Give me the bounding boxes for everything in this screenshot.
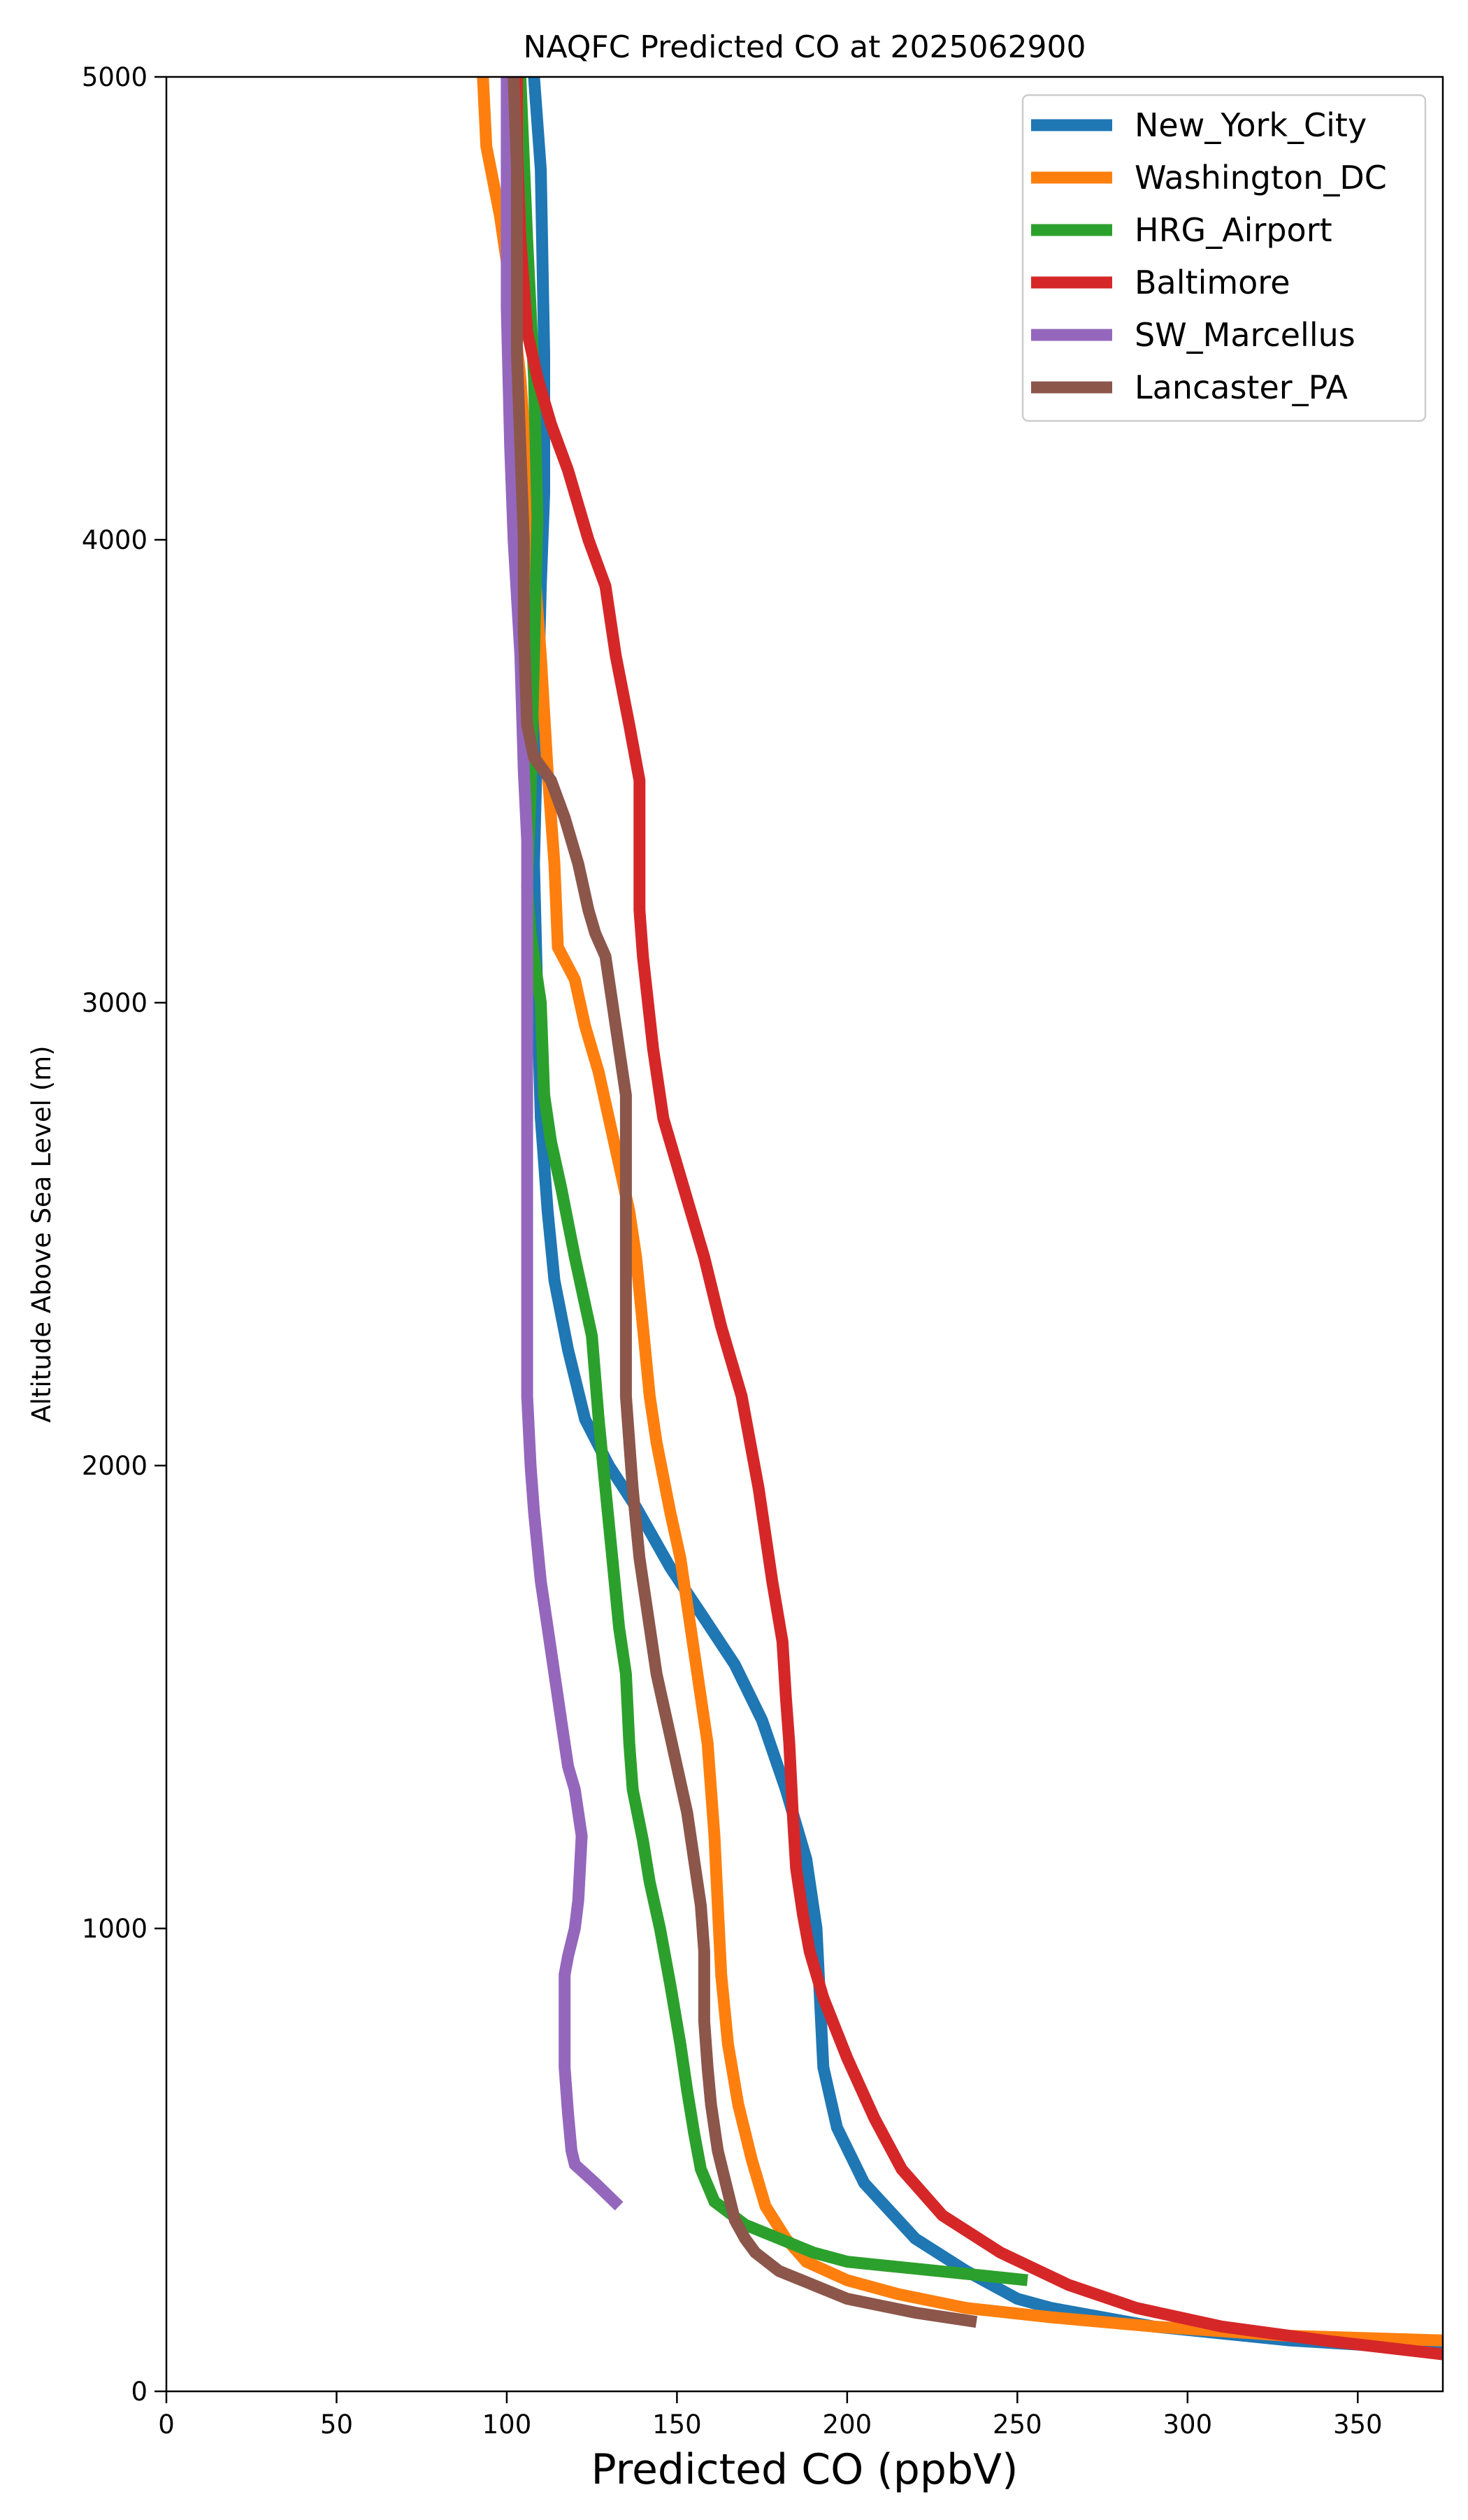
series-lines bbox=[477, 77, 1443, 2361]
series-line-baltimore bbox=[511, 77, 1443, 2361]
series-line-lancaster-pa bbox=[508, 77, 978, 2328]
chart-title: NAQFC Predicted CO at 2025062900 bbox=[524, 29, 1086, 65]
legend-label: New_York_City bbox=[1135, 106, 1367, 144]
x-tick-label: 100 bbox=[482, 2410, 532, 2440]
y-axis-ticks: 0 1000 2000 3000 4000 5000 bbox=[82, 62, 166, 2407]
y-tick-label: 3000 bbox=[82, 988, 147, 1018]
y-tick-label: 0 bbox=[131, 2377, 147, 2407]
x-tick-label: 350 bbox=[1333, 2410, 1383, 2440]
legend-label: SW_Marcellus bbox=[1135, 316, 1355, 354]
x-tick-label: 0 bbox=[158, 2410, 175, 2440]
y-tick-label: 1000 bbox=[82, 1914, 147, 1944]
legend-box bbox=[1021, 94, 1427, 422]
y-tick-label: 5000 bbox=[82, 62, 147, 92]
x-tick-label: 50 bbox=[320, 2410, 353, 2440]
x-axis-ticks: 0 50 100 150 200 250 300 350 bbox=[158, 2391, 1383, 2440]
y-tick-label: 4000 bbox=[82, 525, 147, 555]
y-tick-label: 2000 bbox=[82, 1451, 147, 1481]
x-tick-label: 300 bbox=[1163, 2410, 1212, 2440]
y-axis-label: Altitude Above Sea Level (m) bbox=[27, 1045, 57, 1422]
plot-area-frame bbox=[165, 76, 1444, 2393]
x-tick-label: 250 bbox=[993, 2410, 1042, 2440]
x-tick-label: 150 bbox=[652, 2410, 702, 2440]
series-line-sw-marcellus bbox=[501, 77, 624, 2211]
legend: New_York_City Washington_DC HRG_Airport Bal… bbox=[1021, 94, 1427, 422]
x-axis-label: Predicted CO (ppbV) bbox=[591, 2445, 1018, 2494]
legend-label: HRG_Airport bbox=[1135, 211, 1332, 249]
legend-label: Baltimore bbox=[1135, 264, 1290, 301]
x-tick-label: 200 bbox=[823, 2410, 872, 2440]
legend-label: Lancaster_PA bbox=[1135, 368, 1348, 406]
legend-label: Washington_DC bbox=[1135, 159, 1387, 196]
